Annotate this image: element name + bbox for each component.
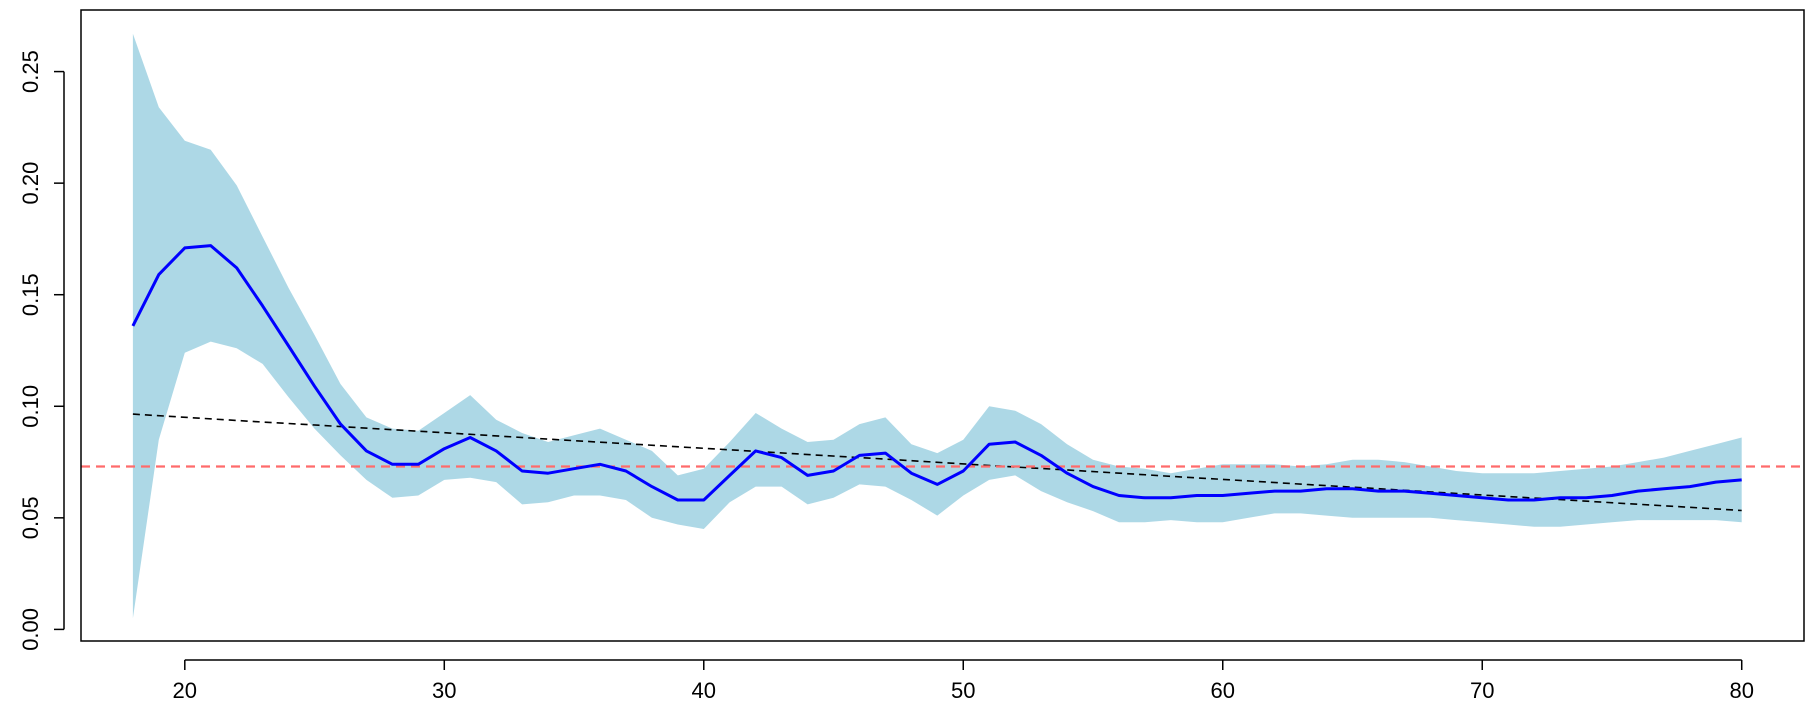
y-tick-label: 0.05 (18, 496, 43, 539)
x-tick-label: 30 (432, 678, 456, 703)
axes-layer: 20 30 40 50 60 70 80 0.00 0.05 0.10 0.15 0.20 0.25 (18, 50, 1754, 703)
x-tick-label: 60 (1211, 678, 1235, 703)
x-tick-label: 80 (1729, 678, 1753, 703)
x-tick-label: 20 (173, 678, 197, 703)
y-tick-label: 0.00 (18, 608, 43, 651)
series-layer (81, 244, 1804, 512)
y-tick-label: 0.15 (18, 273, 43, 316)
y-tick-label: 0.20 (18, 162, 43, 205)
confidence-band (132, 33, 1742, 619)
confidence-band-layer (132, 33, 1742, 619)
y-tick-label: 0.25 (18, 50, 43, 93)
estimate-line (131, 244, 1742, 502)
plot-frame (80, 9, 1805, 642)
x-tick-label: 50 (951, 678, 975, 703)
y-tick-label: 0.10 (18, 385, 43, 428)
x-tick-label: 70 (1470, 678, 1494, 703)
trend-line (132, 413, 1742, 512)
x-tick-label: 40 (692, 678, 716, 703)
